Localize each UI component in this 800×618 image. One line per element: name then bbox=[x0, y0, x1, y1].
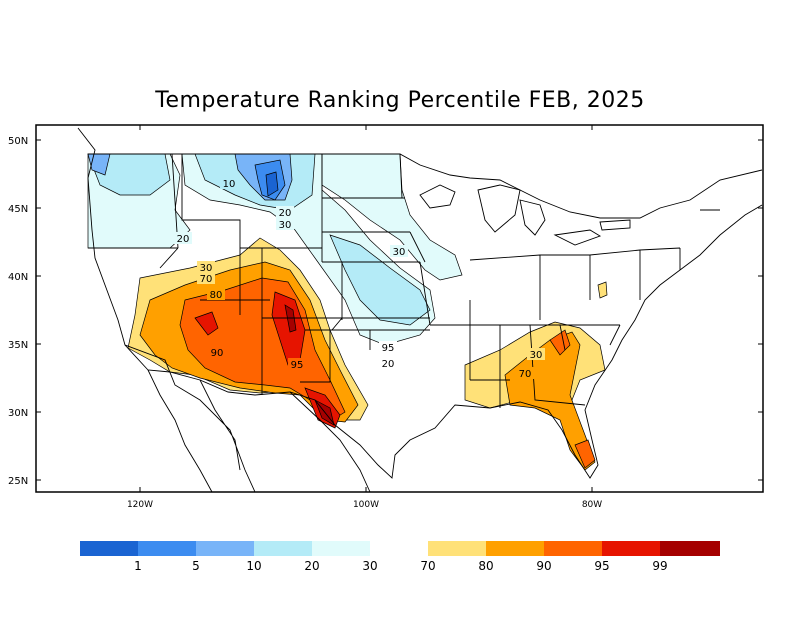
contour-label: 95 bbox=[382, 343, 395, 354]
contour-label: 20 bbox=[279, 208, 292, 219]
lat-label-50n: 50N bbox=[8, 136, 28, 147]
legend: 1 5 10 20 30 70 80 90 95 99 bbox=[80, 541, 720, 573]
lat-label-40n: 40N bbox=[8, 272, 28, 283]
legend-swatch-cold-3 bbox=[196, 541, 254, 556]
lon-label-100w: 100W bbox=[353, 500, 379, 510]
contour-label: 30 bbox=[393, 247, 406, 258]
contour-label: 70 bbox=[200, 274, 213, 285]
contour-label: 95 bbox=[291, 360, 304, 371]
legend-tick-95: 95 bbox=[594, 559, 609, 573]
contour-label: 20 bbox=[177, 234, 190, 245]
legend-tick-30: 30 bbox=[362, 559, 377, 573]
lon-label-120w: 120W bbox=[127, 500, 153, 510]
warm-fill-70-80-mid-atlantic bbox=[597, 281, 608, 299]
legend-tick-90: 90 bbox=[536, 559, 551, 573]
warm-fill-90-95-fl bbox=[574, 439, 596, 469]
canada-border bbox=[88, 153, 763, 219]
warm-fill-99-nm bbox=[284, 304, 297, 333]
contour-label: 20 bbox=[382, 359, 395, 370]
legend-tick-80: 80 bbox=[478, 559, 493, 573]
mexico-border bbox=[124, 344, 371, 493]
contour-label: 80 bbox=[210, 290, 223, 301]
cold-fill-10-20-plains bbox=[329, 234, 431, 326]
legend-tick-1: 1 bbox=[134, 559, 142, 573]
legend-swatch-cold-1 bbox=[80, 541, 138, 556]
legend-swatch-warm-2 bbox=[486, 541, 544, 556]
contour-label: 10 bbox=[223, 179, 236, 190]
cold-fill-northeast-plains bbox=[321, 153, 463, 281]
legend-swatch-warm-4 bbox=[602, 541, 660, 556]
contour-labels: 10 20 30 20 30 30 70 80 90 95 95 20 30 7… bbox=[174, 177, 545, 380]
lat-label-30n: 30N bbox=[8, 408, 28, 419]
legend-tick-20: 20 bbox=[304, 559, 319, 573]
state-lines-west bbox=[88, 153, 343, 395]
lat-label-35n: 35N bbox=[8, 340, 28, 351]
map-frame bbox=[35, 124, 764, 493]
contour-label: 30 bbox=[279, 220, 292, 231]
legend-swatch-cold-4 bbox=[254, 541, 312, 556]
lat-label-25n: 25N bbox=[8, 476, 28, 487]
great-lakes bbox=[419, 184, 631, 246]
legend-swatch-cold-5 bbox=[312, 541, 370, 556]
lat-labels: 50N 45N 40N 35N 30N 25N bbox=[8, 136, 28, 487]
contour-label: 30 bbox=[200, 263, 213, 274]
contour-label: 70 bbox=[519, 369, 532, 380]
legend-swatch-cold-2 bbox=[138, 541, 196, 556]
warm-fill-95-99-az bbox=[194, 311, 219, 336]
baja-coast bbox=[147, 369, 213, 493]
contour-label: 90 bbox=[211, 348, 224, 359]
boundaries bbox=[77, 127, 763, 493]
lat-ticks bbox=[36, 125, 763, 492]
legend-tick-99: 99 bbox=[652, 559, 667, 573]
percentile-fills bbox=[87, 153, 608, 471]
state-lines-east bbox=[469, 209, 720, 408]
legend-tick-10: 10 bbox=[246, 559, 261, 573]
contour-label: 30 bbox=[530, 350, 543, 361]
legend-tick-5: 5 bbox=[192, 559, 200, 573]
legend-tick-70: 70 bbox=[420, 559, 435, 573]
legend-swatch-warm-5 bbox=[660, 541, 720, 556]
legend-swatch-warm-3 bbox=[544, 541, 602, 556]
state-lines-central bbox=[322, 153, 510, 381]
lat-label-45n: 45N bbox=[8, 204, 28, 215]
cold-fill-below-1 bbox=[265, 171, 279, 197]
legend-swatch-warm-1 bbox=[428, 541, 486, 556]
lon-labels: 120W 100W 80W bbox=[127, 500, 602, 510]
map-title: Temperature Ranking Percentile FEB, 2025 bbox=[155, 88, 645, 113]
lon-label-80w: 80W bbox=[582, 500, 602, 510]
